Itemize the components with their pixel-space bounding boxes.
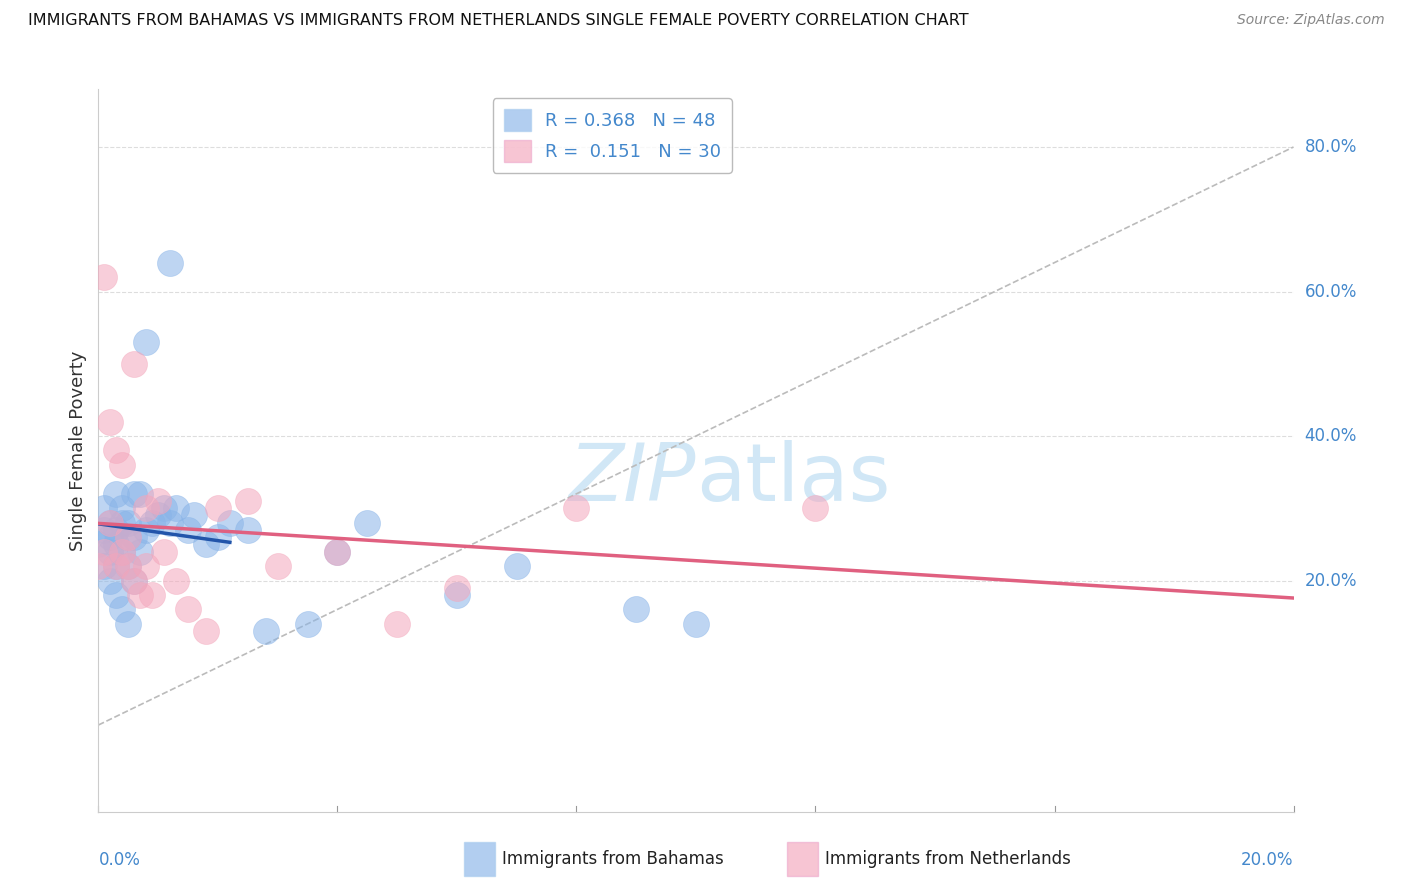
Point xyxy=(148,508,170,523)
Point xyxy=(117,530,139,544)
Text: Immigrants from Netherlands: Immigrants from Netherlands xyxy=(825,850,1071,868)
Point xyxy=(98,516,122,530)
Point xyxy=(87,537,110,551)
Point xyxy=(135,501,157,516)
Point xyxy=(93,559,115,574)
Point xyxy=(111,458,134,472)
Text: atlas: atlas xyxy=(696,441,890,518)
Point xyxy=(105,443,128,458)
Text: ZIP: ZIP xyxy=(568,441,696,518)
Point xyxy=(105,523,128,537)
Point xyxy=(194,537,218,551)
Point xyxy=(124,487,146,501)
Point xyxy=(141,516,163,530)
Point xyxy=(105,588,128,602)
Point xyxy=(141,588,163,602)
Point xyxy=(98,415,122,429)
Point xyxy=(326,544,349,558)
Point xyxy=(98,574,122,588)
Point xyxy=(98,544,122,558)
Point xyxy=(105,537,128,551)
Point xyxy=(153,544,176,558)
Point xyxy=(183,508,205,523)
Point xyxy=(117,559,139,574)
Point xyxy=(105,559,128,574)
Point xyxy=(177,602,200,616)
Point xyxy=(165,574,187,588)
Point xyxy=(129,487,152,501)
Point xyxy=(111,516,134,530)
Point xyxy=(124,530,146,544)
Point xyxy=(98,530,122,544)
Point xyxy=(124,574,146,588)
Point xyxy=(236,523,259,537)
Point xyxy=(148,494,170,508)
Point xyxy=(236,494,259,508)
Point xyxy=(207,501,229,516)
Text: Immigrants from Bahamas: Immigrants from Bahamas xyxy=(502,850,724,868)
Point xyxy=(165,501,187,516)
Text: 60.0%: 60.0% xyxy=(1305,283,1357,301)
Text: IMMIGRANTS FROM BAHAMAS VS IMMIGRANTS FROM NETHERLANDS SINGLE FEMALE POVERTY COR: IMMIGRANTS FROM BAHAMAS VS IMMIGRANTS FR… xyxy=(28,13,969,29)
Point xyxy=(93,270,115,285)
Point xyxy=(446,588,468,602)
Point xyxy=(159,255,181,269)
Point xyxy=(506,559,529,574)
Point xyxy=(385,616,409,631)
Point xyxy=(129,544,152,558)
Point xyxy=(326,544,349,558)
Point xyxy=(177,523,200,537)
Text: 0.0%: 0.0% xyxy=(98,852,141,870)
Point xyxy=(111,544,134,558)
Point xyxy=(93,523,115,537)
Point xyxy=(297,616,319,631)
Point xyxy=(135,559,157,574)
Point xyxy=(153,501,176,516)
FancyBboxPatch shape xyxy=(464,842,495,876)
Point xyxy=(356,516,378,530)
Text: 20.0%: 20.0% xyxy=(1305,572,1357,590)
Point xyxy=(93,501,115,516)
FancyBboxPatch shape xyxy=(787,842,818,876)
Point xyxy=(159,516,181,530)
Y-axis label: Single Female Poverty: Single Female Poverty xyxy=(69,351,87,550)
Point xyxy=(446,581,468,595)
Point xyxy=(124,574,146,588)
Text: 20.0%: 20.0% xyxy=(1241,852,1294,870)
Point xyxy=(804,501,827,516)
Point xyxy=(207,530,229,544)
Point xyxy=(111,602,134,616)
Point xyxy=(129,588,152,602)
Point xyxy=(98,516,122,530)
Point xyxy=(194,624,218,639)
Point xyxy=(117,516,139,530)
Point xyxy=(111,501,134,516)
Point xyxy=(105,559,128,574)
Text: Source: ZipAtlas.com: Source: ZipAtlas.com xyxy=(1237,13,1385,28)
Point xyxy=(93,544,115,558)
Point xyxy=(565,501,588,516)
Point xyxy=(124,357,146,371)
Point xyxy=(219,516,242,530)
Point xyxy=(111,544,134,558)
Point xyxy=(105,487,128,501)
Point xyxy=(135,523,157,537)
Point xyxy=(254,624,277,639)
Text: 80.0%: 80.0% xyxy=(1305,138,1357,156)
Point xyxy=(117,530,139,544)
Text: 40.0%: 40.0% xyxy=(1305,427,1357,445)
Point xyxy=(685,616,707,631)
Point xyxy=(117,616,139,631)
Point xyxy=(624,602,647,616)
Point xyxy=(87,559,110,574)
Legend: R = 0.368   N = 48, R =  0.151   N = 30: R = 0.368 N = 48, R = 0.151 N = 30 xyxy=(492,98,733,173)
Point xyxy=(267,559,290,574)
Point xyxy=(117,559,139,574)
Point xyxy=(135,334,157,349)
